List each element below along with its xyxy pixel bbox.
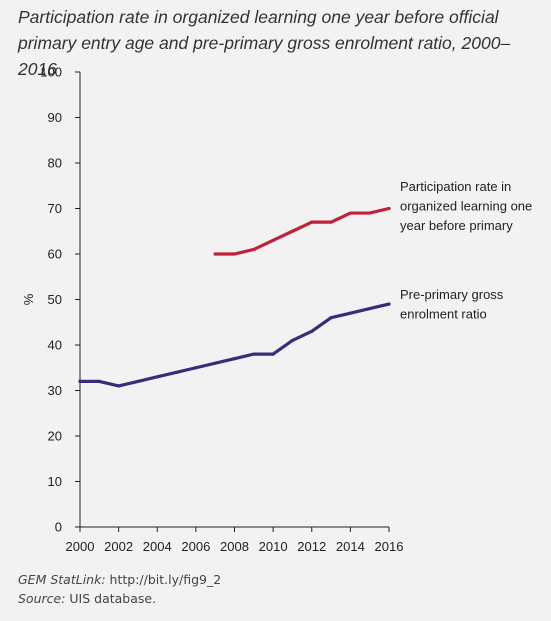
- series-2-point: [252, 352, 256, 356]
- series-line-2: [78, 302, 391, 388]
- chart-footer: GEM StatLink: http://bit.ly/fig9_2 Sourc…: [18, 570, 221, 608]
- statlink-line: GEM StatLink: http://bit.ly/fig9_2: [18, 570, 221, 589]
- y-tick-label: 40: [48, 338, 62, 353]
- chart-title-line-1: Participation rate in organized learning…: [18, 7, 499, 27]
- y-axis-ticks: 0 10 20 30 40 50 60 70 80 90 100: [40, 65, 80, 535]
- series-2-point: [174, 370, 179, 374]
- series-1-point: [232, 252, 237, 256]
- x-tick-label: 2012: [297, 539, 326, 554]
- x-tick-label: 2002: [104, 539, 133, 554]
- series-2-point: [271, 352, 275, 356]
- y-tick-label: 100: [40, 65, 62, 80]
- series-1-point: [271, 238, 275, 242]
- y-axis-label: %: [21, 293, 36, 305]
- series-2-point: [213, 361, 217, 365]
- series-2-point: [78, 379, 82, 383]
- series-2-point: [155, 375, 159, 379]
- series-1-point: [368, 211, 372, 215]
- series-2-point: [232, 357, 237, 361]
- chart-title-line-2: primary entry age and pre-primary gross …: [18, 33, 511, 79]
- statlink-label: GEM StatLink:: [18, 572, 106, 587]
- series-labels: Participation rate in organized learning …: [400, 179, 532, 322]
- series-1-point: [290, 229, 295, 233]
- x-tick-label: 2008: [220, 539, 249, 554]
- series-2-point: [290, 338, 295, 343]
- source-label: Source:: [18, 591, 66, 606]
- series-label-line: enrolment ratio: [400, 307, 487, 322]
- y-tick-label: 0: [55, 520, 62, 535]
- series-2-point: [194, 366, 198, 370]
- series-1-point: [213, 252, 217, 256]
- series-2-point: [117, 384, 121, 388]
- series-label-2: Pre-primary gross enrolment ratio: [400, 287, 504, 322]
- x-tick-label: 2000: [66, 539, 95, 554]
- series-2-point: [310, 329, 314, 333]
- x-tick-label: 2016: [375, 539, 404, 554]
- series-1-point: [310, 220, 314, 224]
- y-tick-label: 80: [48, 156, 62, 171]
- series-label-line: year before primary: [400, 218, 513, 233]
- series-2-point: [348, 311, 352, 315]
- series-label-line: Pre-primary gross: [400, 287, 504, 302]
- x-tick-label: 2010: [259, 539, 288, 554]
- chart-title: Participation rate in organized learning…: [18, 4, 543, 82]
- series-2-point: [136, 379, 140, 383]
- series-1-point: [252, 247, 256, 252]
- y-tick-label: 70: [48, 201, 62, 216]
- series-1-point: [348, 211, 352, 215]
- chart-axes: [79, 72, 389, 528]
- series-2-point: [368, 307, 372, 311]
- statlink-url[interactable]: http://bit.ly/fig9_2: [109, 572, 222, 587]
- series-label-line: organized learning one: [400, 199, 532, 214]
- series-2-point: [97, 379, 101, 383]
- y-tick-label: 90: [48, 110, 62, 125]
- y-tick-label: 20: [48, 429, 62, 444]
- source-text: UIS database.: [69, 591, 157, 606]
- series-2-point: [329, 316, 333, 320]
- y-tick-label: 50: [48, 292, 62, 307]
- series-lines: [78, 206, 391, 388]
- x-tick-label: 2014: [336, 539, 365, 554]
- series-1-point: [387, 206, 391, 211]
- y-tick-label: 60: [48, 247, 62, 262]
- x-tick-label: 2004: [143, 539, 172, 554]
- series-1-point: [329, 220, 333, 224]
- y-tick-label: 30: [48, 383, 62, 398]
- series-line-1: [213, 206, 391, 256]
- x-tick-label: 2006: [181, 539, 210, 554]
- y-tick-label: 10: [48, 474, 62, 489]
- series-2-point: [387, 302, 391, 306]
- source-line: Source: UIS database.: [18, 589, 221, 608]
- series-label-1: Participation rate in organized learning …: [400, 179, 532, 233]
- x-axis-ticks: 2000 2002 2004 2006 2008 2010 2012 2014 2016: [66, 527, 404, 554]
- series-label-line: Participation rate in: [400, 179, 511, 194]
